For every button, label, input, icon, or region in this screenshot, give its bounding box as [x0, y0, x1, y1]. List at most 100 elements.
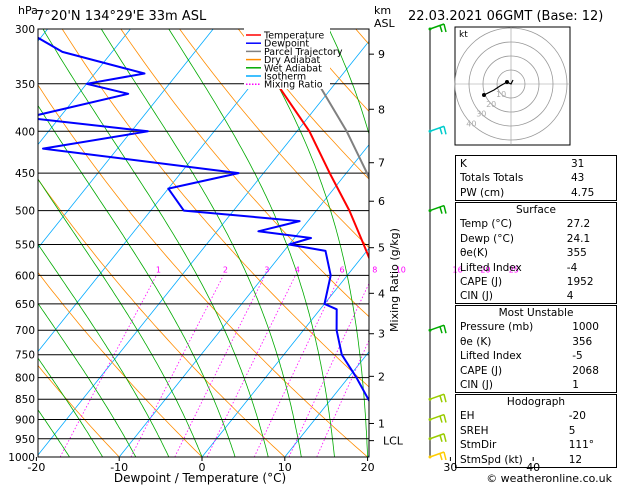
x-tick-label: -20 — [27, 461, 45, 474]
table-row: StmSpd (kt) 12 — [456, 453, 616, 467]
pressure-tick-label: 950 — [15, 434, 35, 446]
hodograph-label: StmSpd (kt) — [460, 453, 523, 466]
wind-barb-shaft — [429, 324, 445, 331]
km-unit-label: km — [374, 4, 391, 17]
wind-barb-flag — [443, 126, 447, 135]
hodograph-title: Hodograph — [506, 396, 566, 408]
unstable-table: Most Unstable Pressure (mb) 1000 θe (K) 35… — [456, 306, 616, 392]
surface-label: CAPE (J) — [460, 276, 503, 289]
hodograph-table-box: Hodograph EH -20 SREH 5 StmDir 111° StmSpd … — [455, 394, 617, 468]
wind-barb-flag — [443, 325, 447, 334]
temperature-line — [261, 29, 369, 261]
wind-barb-flag — [439, 395, 443, 403]
surface-value: 24.1 — [566, 232, 591, 245]
location-title: 7°20'N 134°29'E 33m ASL — [36, 9, 207, 24]
pressure-tick-label: 400 — [15, 126, 35, 138]
wind-barb-flag — [439, 127, 443, 135]
surface-label: θe(K) — [460, 247, 488, 260]
wind-barb-flag — [439, 326, 443, 334]
isotherm-line — [284, 351, 369, 457]
plot-frame — [37, 28, 370, 458]
wind-barb-shaft — [429, 451, 445, 458]
wind-barb — [428, 204, 447, 214]
mixing-ratio-label: 8 — [372, 265, 377, 274]
wind-barb — [428, 23, 447, 33]
x-axis-label: Dewpoint / Temperature (°C) — [114, 471, 286, 485]
surface-label: Dewp (°C) — [460, 232, 514, 245]
hodograph-point — [505, 80, 509, 84]
legend-background — [244, 28, 330, 89]
pressure-tick-label: 750 — [15, 350, 35, 362]
wind-barb-dot — [428, 129, 432, 133]
isotherm-line — [118, 144, 369, 457]
mixing-ratio-label: 20 — [480, 265, 490, 274]
wind-barb-flag — [439, 206, 443, 214]
table-row: PW (cm) 4.75 — [456, 186, 616, 200]
mixing-ratio-label: 16 — [453, 265, 463, 274]
mixing-ratio-label: 25 — [509, 265, 519, 274]
table-row: Temp (°C) 27.2 — [456, 217, 616, 231]
km-tick-label: 6 — [378, 195, 385, 208]
wet-adiabat-line — [168, 29, 335, 457]
unstable-title: Most Unstable — [498, 307, 574, 319]
table-row: CAPE (J) 2068 — [456, 364, 616, 378]
mixing-ratio-label: 10 — [396, 265, 406, 274]
pressure-tick-label: 450 — [15, 168, 35, 180]
wind-barb-shaft — [429, 204, 445, 212]
wind-barb-shaft — [429, 413, 445, 421]
wind-barb — [428, 125, 447, 135]
table-row: EH -20 — [456, 409, 616, 423]
hodograph-table: Hodograph EH -20 SREH 5 StmDir 111° StmSpd … — [456, 395, 616, 467]
table-row: CAPE (J) 1952 — [456, 275, 616, 289]
index-value: 43 — [570, 172, 585, 185]
hodograph-ring-label: 10 — [496, 90, 506, 99]
hodograph-ring-label: 30 — [476, 110, 486, 119]
pressure-tick-label: 900 — [15, 415, 35, 427]
km-tick-label: 5 — [378, 242, 385, 255]
dry-adiabat-line — [38, 364, 120, 457]
hodograph-ring-label: 20 — [486, 100, 496, 109]
km-tick-label: 3 — [378, 328, 385, 341]
table-row: K 31 — [456, 157, 616, 171]
table-row: Pressure (mb) 1000 — [456, 320, 616, 334]
isotherm-line — [616, 29, 629, 457]
pressure-tick-label: 1000 — [8, 452, 35, 464]
mixing-ratio-label: 1 — [156, 265, 161, 274]
table-row: Lifted Index -5 — [456, 349, 616, 363]
pressure-tick-label: 850 — [15, 394, 35, 406]
hodograph-label: EH — [460, 410, 475, 423]
legend-entry: Dewpoint — [264, 39, 309, 50]
mixing-ratio-line — [288, 282, 369, 457]
wet-adiabat-line — [100, 29, 302, 457]
legend-entry: Dry Adiabat — [264, 55, 321, 66]
legend-entry: Temperature — [263, 31, 324, 42]
wind-barb — [428, 324, 447, 334]
indices-box: K 31 Totals Totals 43 PW (cm) 4.75 — [455, 155, 617, 201]
mixing-ratio-line — [174, 275, 266, 457]
x-tick-label: 10 — [278, 461, 292, 474]
parcel-trajectory-line — [286, 29, 369, 181]
surface-table: Surface Temp (°C) 27.2 Dewp (°C) 24.1 θe(K… — [456, 203, 616, 304]
surface-label: CIN (J) — [460, 290, 493, 303]
legend-entry: Wet Adiabat — [264, 63, 322, 74]
wet-adiabat-line — [38, 357, 103, 457]
wind-barb-dot — [428, 209, 432, 213]
wind-barb-flag — [443, 205, 447, 214]
hodograph-ring-label: 40 — [466, 120, 476, 129]
surface-label: Temp (°C) — [460, 218, 513, 231]
legend-entry: Parcel Trajectory — [264, 47, 343, 58]
unstable-box: Most Unstable Pressure (mb) 1000 θe (K) 35… — [455, 305, 617, 393]
isotherm-line — [38, 29, 214, 249]
unstable-label: Lifted Index — [460, 350, 522, 363]
x-tick-label: 0 — [199, 461, 206, 474]
surface-value: -4 — [566, 261, 578, 274]
unstable-value: -5 — [572, 350, 583, 363]
mixing-ratio-label: 3 — [264, 265, 269, 274]
mixing-ratio-line — [59, 275, 157, 457]
km-tick-label: 8 — [378, 103, 385, 116]
pressure-tick-label: 800 — [15, 373, 35, 385]
dry-adiabat-line — [237, 29, 369, 180]
mixing-ratio-label: 2 — [223, 265, 228, 274]
table-row: Dewp (°C) 24.1 — [456, 232, 616, 246]
